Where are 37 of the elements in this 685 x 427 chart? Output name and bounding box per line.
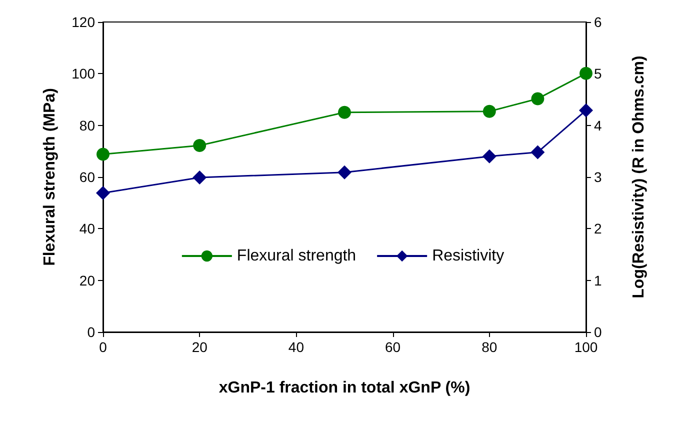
point [482, 149, 496, 164]
x-tick-label: 80 [482, 339, 498, 355]
x-tick-label: 20 [192, 339, 208, 355]
point [531, 92, 544, 106]
x-axis-title: xGnP-1 fraction in total xGnP (%) [218, 380, 470, 396]
y2-tick-label: 3 [594, 169, 602, 185]
y-tick-label: 40 [79, 220, 96, 237]
y2-tick-label: 0 [594, 324, 602, 340]
y2-tick-label: 4 [594, 117, 602, 134]
y-tick-label: 20 [79, 272, 96, 288]
y-tick-label: 60 [79, 169, 96, 185]
legend-label: Flexural strength [236, 248, 356, 264]
point [579, 103, 593, 118]
point [530, 145, 545, 160]
y2-tick-label: 2 [594, 220, 602, 237]
y-tick-label: 80 [79, 117, 96, 134]
y2-axis-title: Log(Resistivity) (R in Ohms.cm) [630, 56, 648, 298]
point [482, 104, 496, 118]
point [338, 165, 352, 180]
y-tick-label: 0 [87, 324, 96, 340]
legend-label: Resistivity [432, 248, 504, 264]
x-tick-label: 60 [385, 339, 401, 355]
point [338, 106, 351, 119]
y-axis-title: Flexural strength (MPa) [42, 88, 58, 266]
y-tick-label: 120 [72, 14, 96, 30]
point [96, 186, 110, 200]
y2-tick-label: 5 [594, 66, 602, 82]
point [192, 170, 207, 185]
x-tick-label: 100 [574, 339, 598, 355]
y-tick-label: 100 [72, 66, 96, 82]
x-tick-label: 40 [288, 339, 304, 355]
point [96, 148, 110, 161]
x-tick-label: 0 [99, 339, 108, 355]
point [580, 66, 592, 80]
y2-tick-label: 1 [594, 272, 602, 288]
y2-tick-label: 6 [594, 14, 602, 30]
point [193, 138, 206, 152]
